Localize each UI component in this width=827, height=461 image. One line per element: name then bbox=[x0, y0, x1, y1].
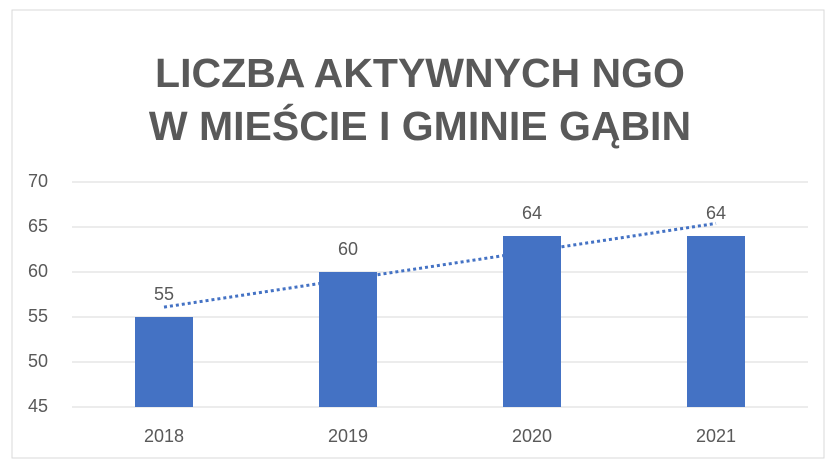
data-label: 60 bbox=[338, 239, 358, 259]
bar bbox=[687, 236, 745, 407]
y-tick-label: 60 bbox=[28, 261, 48, 281]
x-tick-label: 2019 bbox=[328, 426, 368, 446]
bar bbox=[319, 272, 377, 407]
x-tick-label: 2020 bbox=[512, 426, 552, 446]
x-tick-label: 2021 bbox=[696, 426, 736, 446]
y-tick-label: 45 bbox=[28, 396, 48, 416]
y-tick-label: 70 bbox=[28, 171, 48, 191]
bar bbox=[503, 236, 561, 407]
bar bbox=[135, 317, 193, 407]
data-label: 64 bbox=[706, 203, 726, 223]
x-tick-label: 2018 bbox=[144, 426, 184, 446]
data-label: 64 bbox=[522, 203, 542, 223]
y-tick-label: 50 bbox=[28, 351, 48, 371]
y-tick-label: 65 bbox=[28, 216, 48, 236]
data-label: 55 bbox=[154, 284, 174, 304]
y-tick-label: 55 bbox=[28, 306, 48, 326]
chart-title: W MIEŚCIE I GMINIE GĄBIN bbox=[149, 103, 691, 149]
chart-title: LICZBA AKTYWNYCH NGO bbox=[155, 50, 685, 96]
